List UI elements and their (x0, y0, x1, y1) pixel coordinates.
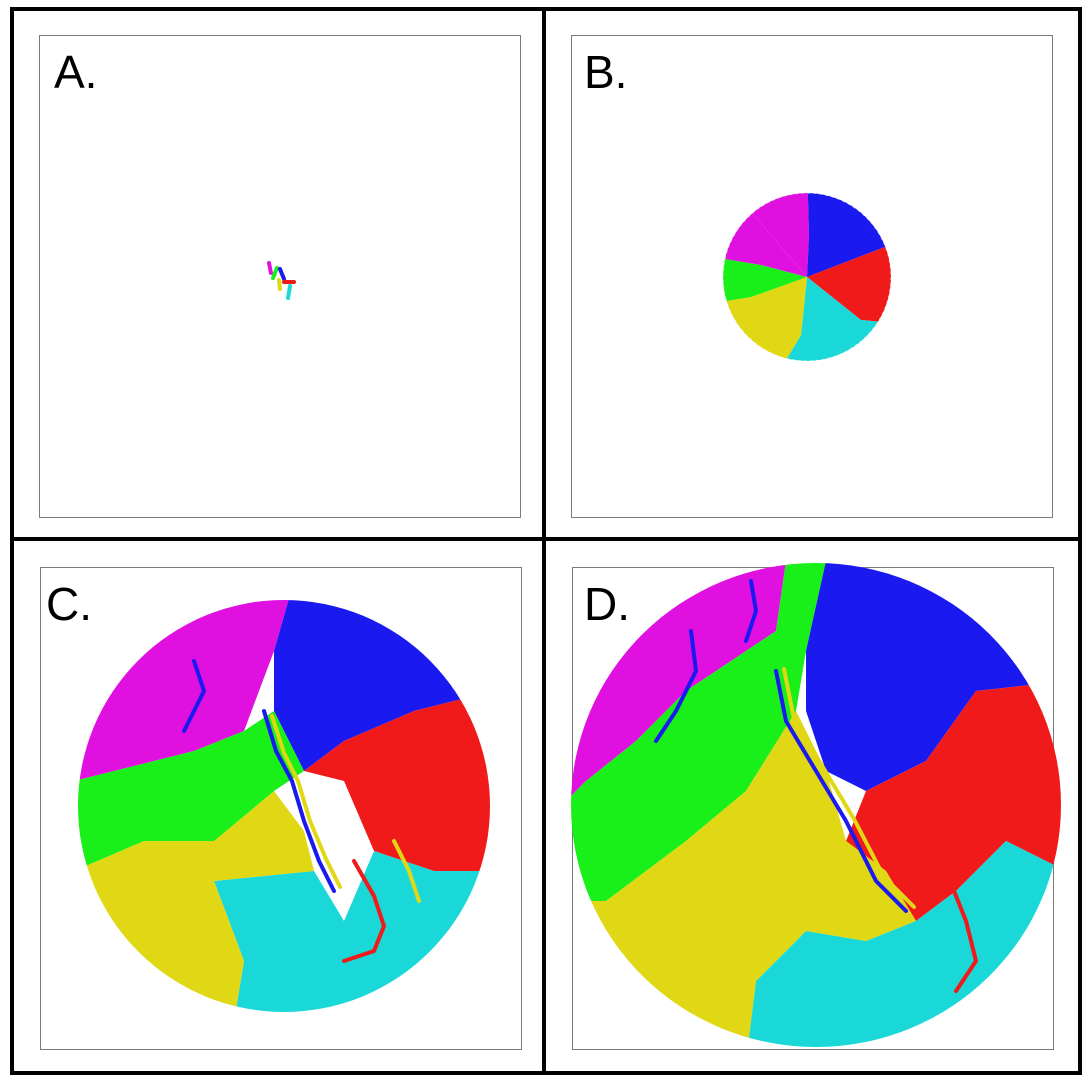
sector-magenta (723, 193, 809, 277)
panel-d: D. (542, 537, 1082, 1075)
sector-green (723, 255, 807, 305)
panel-a: A. (10, 7, 546, 541)
sector-red (846, 681, 1061, 921)
cell-blue (278, 267, 286, 281)
boundary-yellow (270, 714, 342, 889)
panel-b-colony (722, 192, 892, 362)
boundary-red (924, 839, 978, 993)
panel-c-label: C. (46, 578, 92, 630)
sector-blue (807, 193, 891, 277)
boundary-yellow-2 (392, 839, 421, 903)
colony-edge (722, 192, 892, 362)
boundary-red (342, 859, 386, 963)
panel-a-label: A. (54, 46, 98, 98)
boundary-blue (774, 669, 908, 913)
panel-d-colony (571, 563, 1061, 1047)
cell-magenta (267, 261, 273, 275)
panel-a-colony (267, 261, 296, 300)
panel-b: B. (542, 7, 1082, 541)
panel-c: C. (10, 537, 546, 1075)
panel-d-label: D. (584, 578, 630, 630)
panel-a-frame (39, 35, 521, 518)
cell-green (271, 266, 279, 280)
cell-yellow (277, 278, 282, 291)
panel-b-label: B. (584, 46, 628, 98)
boundary-blue-2 (182, 659, 206, 733)
cell-cyan (286, 284, 292, 300)
sector-green (78, 711, 304, 871)
panel-c-colony (78, 600, 490, 1012)
boundary-yellow (782, 667, 916, 909)
sector-red (304, 691, 490, 871)
sector-yellow (571, 711, 916, 1047)
boundary-blue (262, 709, 336, 893)
boundary-blue-3 (744, 579, 758, 643)
boundary-blue-2 (654, 629, 698, 743)
sector-green (571, 563, 826, 901)
